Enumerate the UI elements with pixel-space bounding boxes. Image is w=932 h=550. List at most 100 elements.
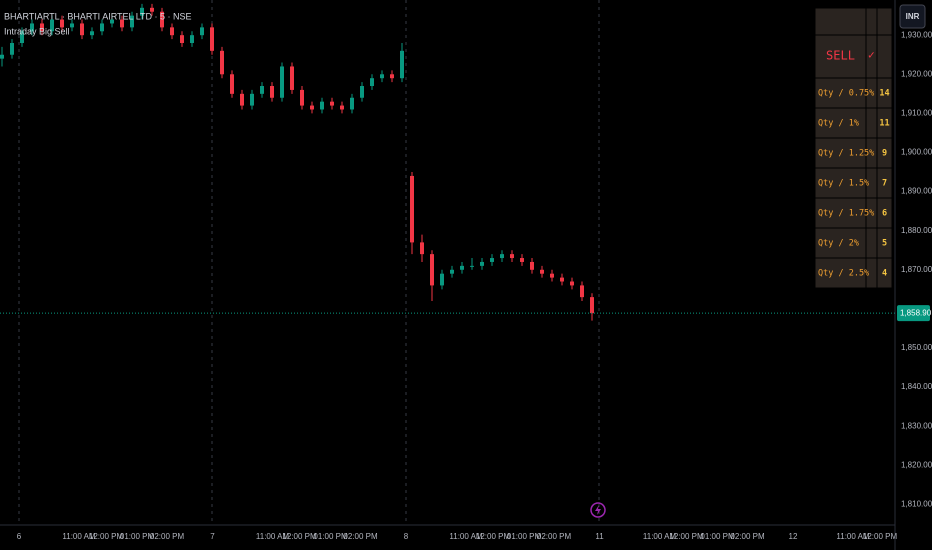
candle-body bbox=[140, 7, 144, 16]
candle-body bbox=[130, 15, 134, 28]
price-tick-label: 1,850.00 bbox=[901, 343, 932, 352]
price-tick-label: 1,910.00 bbox=[901, 108, 932, 117]
time-tick-label: 02:00 PM bbox=[730, 532, 765, 541]
candle-body bbox=[550, 273, 554, 278]
table-value: 5 bbox=[882, 239, 887, 249]
candle-body bbox=[120, 19, 124, 28]
table-cell bbox=[876, 34, 893, 79]
candle-body bbox=[330, 101, 334, 106]
time-tick-label: 12:00 PM bbox=[669, 532, 704, 541]
candle-layer bbox=[0, 0, 600, 525]
price-tick-label: 1,830.00 bbox=[901, 421, 932, 430]
price-tick-label: 1,900.00 bbox=[901, 148, 932, 157]
price-tick-label: 1,920.00 bbox=[901, 69, 932, 78]
currency-button[interactable] bbox=[899, 4, 926, 29]
table-value: 4 bbox=[882, 269, 887, 279]
table-label: Qty / 2% bbox=[818, 239, 859, 249]
price-tick-label: 1,840.00 bbox=[901, 382, 932, 391]
candle-body bbox=[490, 258, 494, 262]
time-tick-label: 11:00 AM bbox=[62, 532, 96, 541]
candle-body bbox=[410, 175, 414, 243]
time-tick-label: 11:00 AM bbox=[449, 532, 483, 541]
candle-body bbox=[370, 78, 374, 87]
table-value: 14 bbox=[879, 89, 889, 99]
table-cell bbox=[865, 7, 878, 36]
price-tick-label: 1,820.00 bbox=[901, 460, 932, 469]
table-header: SELL bbox=[826, 49, 855, 63]
candle-body bbox=[420, 242, 424, 255]
time-tick-label: 11 bbox=[595, 532, 604, 541]
candle-body bbox=[110, 19, 114, 24]
signal-table: SELL ✓ Qty / 0.75% 14 Qty / 1% 11 Qty / 1.25% 9… bbox=[814, 7, 893, 289]
candle-body bbox=[230, 74, 234, 94]
candle-body bbox=[260, 86, 264, 94]
candle-body bbox=[60, 19, 64, 28]
candle-body bbox=[80, 23, 84, 36]
table-cell bbox=[814, 257, 867, 289]
candle-body bbox=[220, 50, 224, 75]
time-tick-label: 8 bbox=[404, 532, 409, 541]
candle-body bbox=[320, 101, 324, 110]
candle-body bbox=[170, 27, 174, 36]
candle-body bbox=[470, 265, 474, 267]
candle-body bbox=[240, 93, 244, 106]
currency-label[interactable]: INR bbox=[906, 12, 920, 21]
candle-body bbox=[540, 269, 544, 274]
last-price-label: 1,858.90 bbox=[900, 308, 932, 317]
time-tick-label: 12:00 PM bbox=[282, 532, 317, 541]
table-label: Qty / 2.5% bbox=[818, 269, 869, 279]
price-tick-label: 1,930.00 bbox=[901, 30, 932, 39]
candle-body bbox=[390, 74, 394, 79]
candle-body bbox=[150, 7, 154, 12]
table-label: Qty / 1.25% bbox=[818, 149, 874, 159]
candle-body bbox=[480, 261, 484, 266]
candle-body bbox=[40, 23, 44, 32]
time-tick-label: 01:00 PM bbox=[313, 532, 348, 541]
candle-body bbox=[560, 277, 564, 282]
candle-body bbox=[340, 105, 344, 110]
candle-body bbox=[300, 89, 304, 106]
table-cell bbox=[814, 137, 867, 169]
time-tick-label: 6 bbox=[17, 532, 22, 541]
candle-body bbox=[50, 19, 54, 32]
candle-body bbox=[310, 105, 314, 110]
table-cell bbox=[814, 34, 867, 79]
candle-body bbox=[190, 35, 194, 44]
time-tick-label: 11:00 AM bbox=[836, 532, 870, 541]
candle-body bbox=[100, 23, 104, 32]
candle-body bbox=[250, 93, 254, 106]
candle-body bbox=[20, 31, 24, 44]
candle-body bbox=[380, 74, 384, 79]
table-cell bbox=[876, 7, 893, 36]
time-tick-label: 01:00 PM bbox=[700, 532, 735, 541]
candle-body bbox=[10, 43, 14, 55]
event-icon[interactable] bbox=[590, 502, 606, 518]
last-price-box bbox=[897, 305, 930, 322]
candle-body bbox=[580, 285, 584, 298]
candle-body bbox=[90, 31, 94, 36]
time-tick-label: 12:00 PM bbox=[863, 532, 898, 541]
price-tick-label: 1,890.00 bbox=[901, 187, 932, 196]
time-tick-label: 11:00 AM bbox=[643, 532, 677, 541]
table-cell bbox=[814, 227, 867, 259]
candle-body bbox=[570, 281, 574, 286]
candle-body bbox=[400, 50, 404, 79]
candle-body bbox=[180, 35, 184, 44]
table-value: 6 bbox=[882, 209, 887, 219]
price-tick-label: 1,810.00 bbox=[901, 499, 932, 508]
time-tick-label: 11:00 AM bbox=[256, 532, 290, 541]
candle-body bbox=[360, 86, 364, 98]
candle-body bbox=[350, 97, 354, 110]
candle-body bbox=[280, 66, 284, 98]
candle-body bbox=[530, 261, 534, 270]
time-tick-label: 02:00 PM bbox=[150, 532, 185, 541]
symbol-title: BHARTIARTL · BHARTI AIRTEL LTD · 5 · NSE bbox=[4, 11, 192, 21]
candle-body bbox=[460, 265, 464, 270]
time-tick-label: 02:00 PM bbox=[537, 532, 572, 541]
table-value: 7 bbox=[882, 179, 887, 189]
candle-body bbox=[440, 273, 444, 286]
candle-body bbox=[160, 11, 164, 28]
table-cell bbox=[814, 107, 867, 139]
table-cell bbox=[814, 167, 867, 199]
